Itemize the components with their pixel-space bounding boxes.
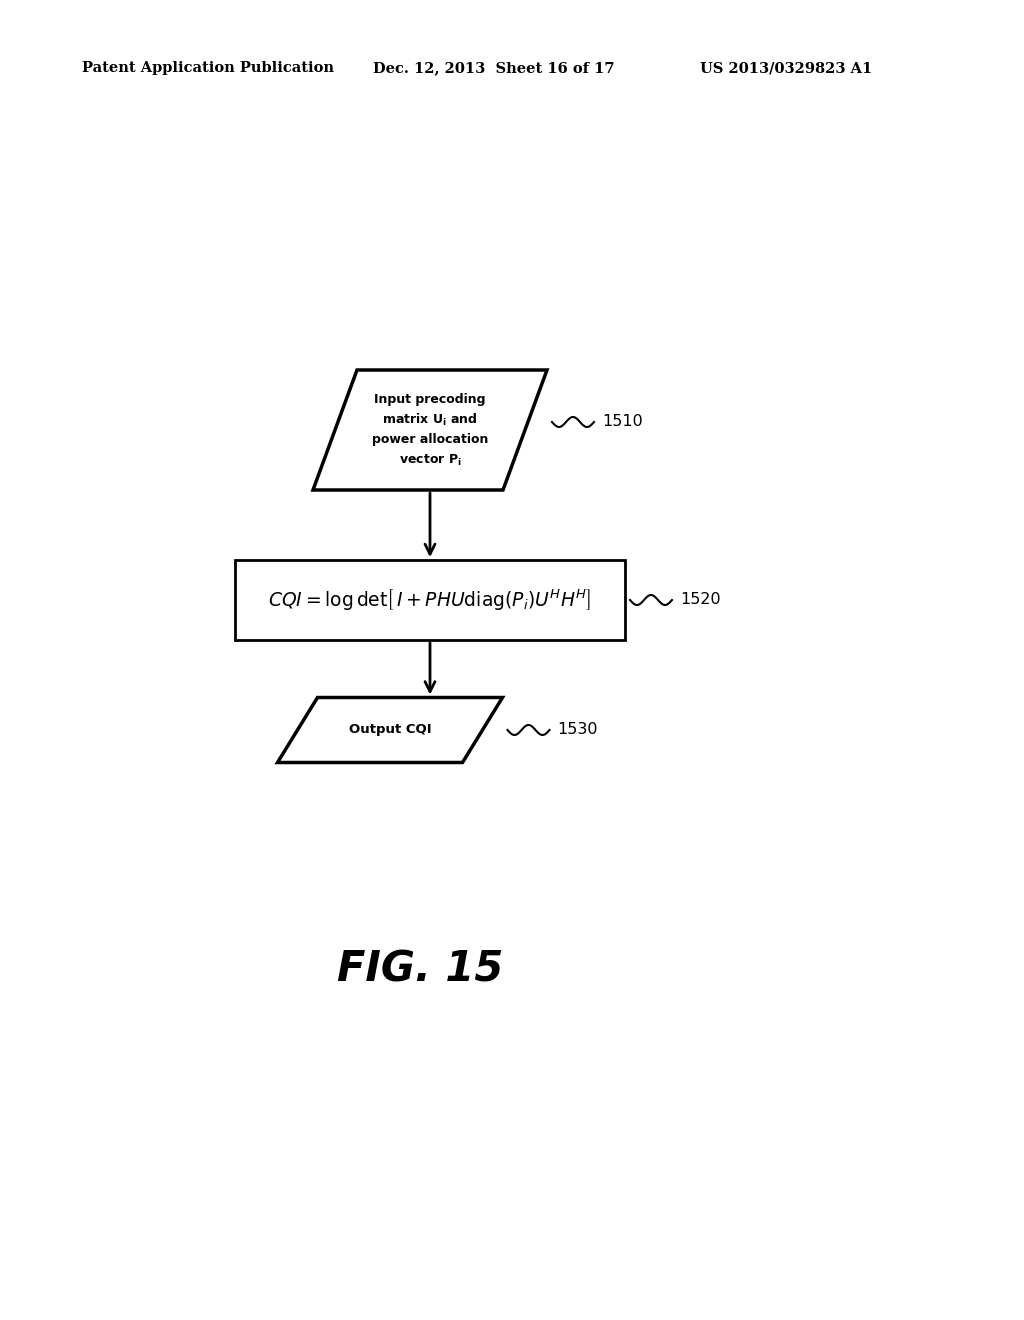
Text: vector P$_\mathregular{i}$: vector P$_\mathregular{i}$ [398,453,462,467]
Text: $\mathit{CQI} = \log\det\!\left[\,\mathit{I} + \mathit{PHU}\mathrm{diag}(\mathit: $\mathit{CQI} = \log\det\!\left[\,\mathi… [268,587,592,612]
Text: FIG. 15: FIG. 15 [337,949,503,991]
Text: matrix U$_\mathregular{i}$ and: matrix U$_\mathregular{i}$ and [382,412,478,428]
Bar [234,560,625,640]
Text: 1530: 1530 [557,722,598,738]
Text: Dec. 12, 2013  Sheet 16 of 17: Dec. 12, 2013 Sheet 16 of 17 [373,61,614,75]
Text: Output CQI: Output CQI [349,723,431,737]
Polygon shape [278,697,503,763]
Text: 1520: 1520 [680,593,721,607]
Text: 1510: 1510 [602,414,643,429]
Text: power allocation: power allocation [372,433,488,446]
Text: Patent Application Publication: Patent Application Publication [82,61,334,75]
Text: Input precoding: Input precoding [374,393,485,407]
Polygon shape [313,370,547,490]
Text: US 2013/0329823 A1: US 2013/0329823 A1 [700,61,872,75]
